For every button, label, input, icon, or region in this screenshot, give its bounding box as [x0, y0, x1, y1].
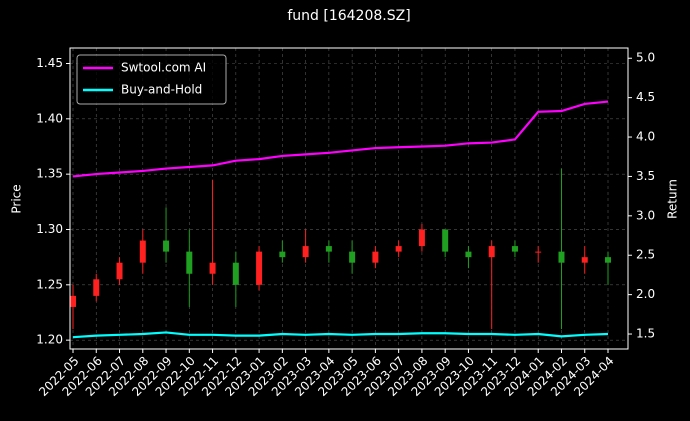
legend-box: [76, 54, 227, 105]
candle-body: [581, 257, 588, 263]
candle-body: [488, 246, 495, 258]
candle-body: [395, 246, 402, 252]
y2-tick-label: 5.0: [636, 51, 655, 65]
candle-body: [325, 246, 332, 252]
candle-body: [139, 240, 146, 263]
candle-body: [186, 251, 193, 274]
candle-body: [465, 251, 472, 258]
y2-axis-label: Return: [666, 179, 680, 219]
y2-tick-label: 4.0: [636, 130, 655, 144]
y2-tick-label: 3.0: [636, 208, 655, 222]
plot-frame: [69, 47, 629, 350]
candle-body: [442, 229, 449, 252]
candle-body: [209, 262, 216, 274]
y2-tick-label: 3.5: [636, 169, 655, 183]
candle-body: [372, 251, 379, 263]
y-tick-label: 1.30: [36, 222, 63, 236]
candle-body: [279, 251, 286, 258]
candle-body: [302, 246, 309, 258]
y-tick-label: 1.35: [36, 167, 63, 181]
candle-body: [605, 257, 611, 263]
chart-title: fund [164208.SZ]: [287, 8, 410, 24]
candle-body: [163, 240, 170, 252]
y2-tick-label: 2.0: [636, 287, 655, 301]
candle-body: [116, 262, 123, 280]
candle-body: [535, 251, 542, 253]
candle-body: [232, 262, 239, 285]
legend: Swtool.com AI Buy-and-Hold: [76, 54, 227, 105]
line-series: [72, 331, 609, 339]
line-series: [72, 100, 609, 178]
y-tick-label: 1.40: [36, 111, 63, 125]
y2-tick-label: 2.5: [636, 248, 655, 262]
y-tick-label: 1.25: [36, 277, 63, 291]
candle-body: [418, 229, 425, 247]
y-axis-label: Price: [10, 184, 24, 213]
candle-body: [256, 251, 263, 285]
legend-label: Swtool.com AI: [121, 61, 206, 75]
y-tick-label: 1.45: [36, 56, 63, 70]
y-tick-label: 1.20: [36, 333, 63, 347]
candle-body: [349, 251, 356, 263]
candle-body: [511, 246, 518, 252]
candle-body: [558, 251, 565, 263]
y2-tick-label: 4.5: [636, 90, 655, 104]
candle-body: [93, 279, 100, 296]
legend-label: Buy-and-Hold: [121, 83, 202, 97]
y2-tick-label: 1.5: [636, 327, 655, 341]
candle-body: [70, 295, 76, 307]
